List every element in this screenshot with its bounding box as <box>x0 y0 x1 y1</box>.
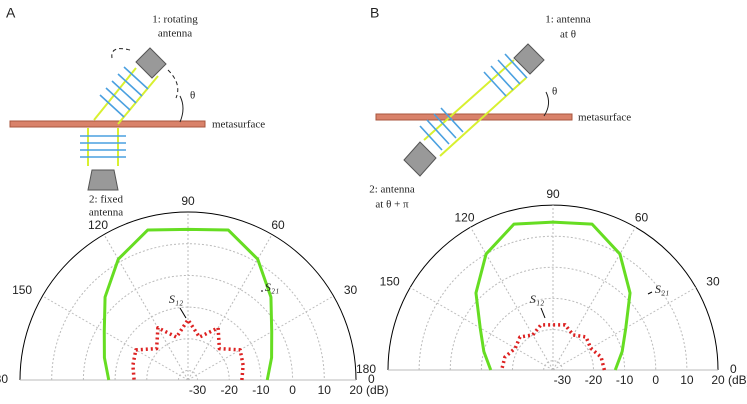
metasurface-bar <box>375 113 573 121</box>
rotation-arrow <box>167 69 179 99</box>
grid-spoke <box>552 226 636 371</box>
grid-spoke <box>409 287 554 371</box>
diagram-a: A 1: rotating antenna metasurface θ 2: f… <box>6 5 265 219</box>
theta-tick-label: 0 <box>368 372 375 386</box>
r-tick-label: -20 <box>221 383 239 397</box>
antenna-label: at θ + π <box>375 199 409 211</box>
outer-ring <box>19 211 357 381</box>
series-label: S₂₁ <box>655 282 669 296</box>
r-tick-label: -30 <box>554 373 572 387</box>
grid-spoke <box>552 287 697 371</box>
grid-spoke <box>42 295 189 381</box>
angle-label: θ <box>190 90 195 102</box>
beam <box>87 67 159 166</box>
grid-ring <box>114 306 262 381</box>
diagram-b: B 1: antenna at θ metasurface θ 2: anten… <box>369 5 631 211</box>
theta-tick-label: 120 <box>88 218 108 232</box>
theta-tick-label: 90 <box>181 194 195 208</box>
series-line <box>131 318 245 381</box>
theta-tick-label: 120 <box>454 211 474 225</box>
r-tick-label: -30 <box>189 383 207 397</box>
r-tick-label: 20 <box>711 373 725 387</box>
horn-antenna <box>87 169 119 191</box>
wavefront <box>80 66 149 158</box>
grid-ring <box>512 329 594 371</box>
series-label: S₁₂ <box>169 292 183 306</box>
label-arrow <box>540 307 546 319</box>
theta-tick-label: 30 <box>344 283 358 297</box>
antenna-label: at θ <box>560 29 576 41</box>
horn-antenna <box>135 47 167 79</box>
grid-ring <box>449 266 657 371</box>
series-label: S₂₁ <box>265 280 279 294</box>
label-arrow <box>647 291 653 295</box>
grid-ring <box>51 243 325 381</box>
horn-antenna <box>403 141 437 177</box>
theta-tick-label: 180 <box>0 372 8 386</box>
r-tick-label: 10 <box>680 373 694 387</box>
grid-spoke <box>470 226 554 371</box>
antenna-label: 2: antenna <box>369 184 415 196</box>
antenna-label: antenna <box>158 28 192 40</box>
grid-spoke <box>187 295 334 381</box>
beam <box>423 59 527 157</box>
angle-arc <box>179 95 184 123</box>
grid-ring <box>480 297 626 371</box>
r-tick-label: 10 <box>318 383 332 397</box>
r-tick-label: 0 <box>289 383 296 397</box>
antenna-label: antenna <box>89 207 123 219</box>
grid-ring <box>418 235 688 371</box>
r-unit: (dB) <box>728 373 747 387</box>
antenna-label: 1: rotating <box>152 14 198 26</box>
wavefront <box>419 53 528 151</box>
theta-tick-label: 90 <box>546 187 560 201</box>
theta-tick-label: 180 <box>356 362 376 376</box>
series-line <box>102 227 274 381</box>
angle-arc <box>543 91 550 117</box>
r-tick-label: -10 <box>616 373 634 387</box>
metasurface-bar <box>9 120 206 128</box>
r-tick-label: 20 <box>349 383 363 397</box>
angle-label: θ <box>552 86 557 98</box>
antenna-label: 2: fixed <box>89 194 123 206</box>
r-unit: (dB) <box>366 383 389 397</box>
theta-tick-label: 30 <box>706 275 720 289</box>
antenna-label: 1: antenna <box>545 14 591 26</box>
r-tick-label: -10 <box>252 383 270 397</box>
r-tick-label: 0 <box>652 373 659 387</box>
theta-tick-label: 0 <box>730 362 737 376</box>
series-line <box>499 323 607 371</box>
grid-spoke <box>103 234 189 381</box>
panel-letter: B <box>370 5 379 21</box>
theta-tick-label: 60 <box>635 211 649 225</box>
surface-label: metasurface <box>578 112 631 124</box>
grid-spoke <box>187 234 273 381</box>
surface-label: metasurface <box>212 119 265 131</box>
theta-tick-label: 150 <box>12 283 32 297</box>
label-arrow <box>179 307 187 319</box>
theta-tick-label: 150 <box>380 275 400 289</box>
theta-tick-label: 60 <box>271 218 285 232</box>
panel-letter: A <box>6 5 16 21</box>
rotation-arrow <box>111 48 131 59</box>
series-label: S₁₂ <box>530 292 544 306</box>
r-tick-label: -20 <box>585 373 603 387</box>
grid-ring <box>543 360 563 371</box>
series-line <box>474 220 632 371</box>
horn-antenna <box>513 43 545 75</box>
